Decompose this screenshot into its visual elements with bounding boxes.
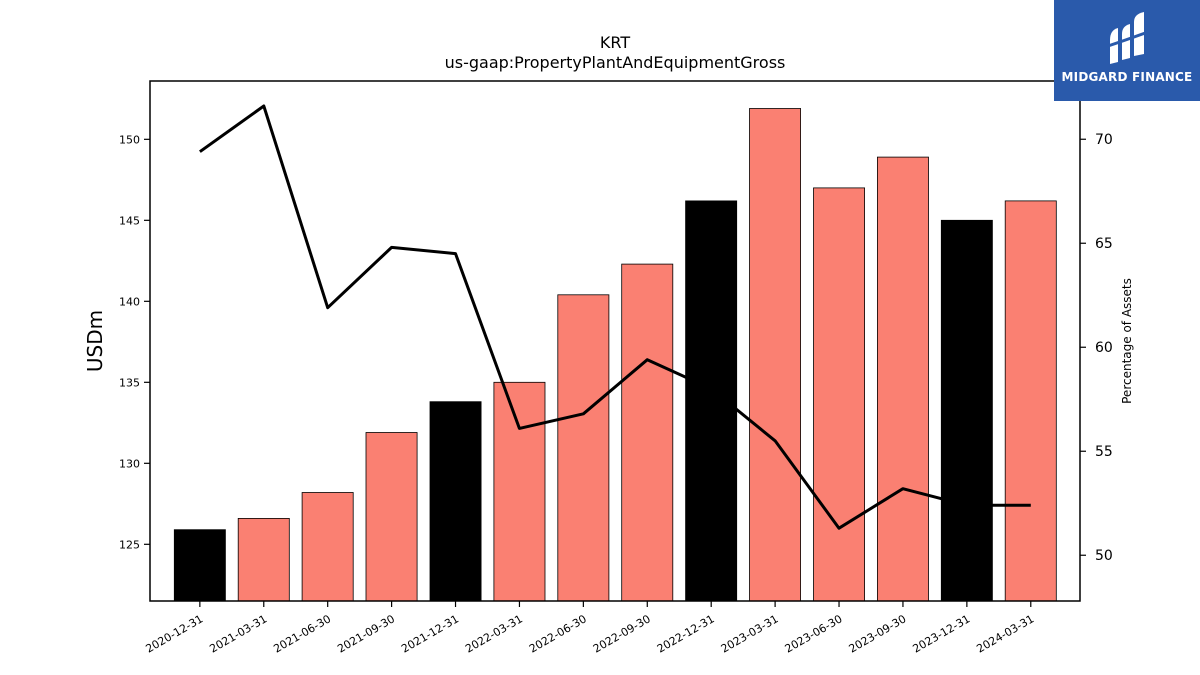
bar	[173, 529, 226, 602]
y-axis-right: 50 55 60 65 70	[1080, 132, 1113, 564]
line-series	[199, 104, 1031, 530]
y2-tick-label: 70	[1095, 132, 1113, 148]
y-tick-label: 130	[119, 457, 140, 470]
x-tick-label: 2024-03-31	[974, 612, 1036, 655]
brand-name: MIDGARD FINANCE	[1061, 70, 1193, 84]
x-tick-label: 2022-09-30	[591, 612, 653, 655]
x-tick-label: 2023-03-31	[719, 612, 781, 655]
x-tick-label: 2021-09-30	[335, 612, 397, 655]
chart-subtitle: us-gaap:PropertyPlantAndEquipmentGross	[445, 53, 786, 72]
bar	[365, 432, 418, 602]
bar	[621, 263, 674, 602]
x-tick-label: 2020-12-31	[143, 612, 205, 655]
bar	[877, 156, 929, 602]
y-axis-label: USDm	[83, 310, 107, 372]
y-tick-label: 135	[119, 376, 140, 389]
bar	[749, 108, 801, 602]
bar	[685, 200, 738, 602]
y2-tick-label: 50	[1095, 548, 1113, 564]
chart-title: KRT	[600, 33, 630, 52]
x-tick-label: 2021-12-31	[399, 612, 461, 655]
bar	[557, 294, 610, 602]
y-tick-label: 125	[119, 538, 140, 551]
y2-axis-label: Percentage of Assets	[1120, 278, 1134, 404]
y2-tick-label: 65	[1095, 236, 1113, 252]
y-tick-label: 150	[119, 133, 140, 146]
y-tick-label: 145	[119, 214, 140, 227]
bar	[493, 381, 546, 602]
x-axis: 2020-12-31 2021-03-31 2021-06-30 2021-09-30…	[143, 601, 1036, 656]
y-tick-label: 140	[119, 295, 140, 308]
bar-series	[173, 108, 1057, 602]
y2-tick-label: 60	[1095, 340, 1113, 356]
x-tick-label: 2023-09-30	[847, 612, 909, 655]
bar	[301, 492, 354, 602]
brand-logo: MIDGARD FINANCE	[1054, 0, 1200, 101]
x-tick-label: 2021-06-30	[271, 612, 333, 655]
x-tick-label: 2023-12-31	[910, 612, 972, 655]
x-tick-label: 2021-03-31	[207, 612, 269, 655]
bar	[429, 401, 482, 602]
x-tick-label: 2022-06-30	[527, 612, 589, 655]
x-tick-label: 2022-12-31	[655, 612, 717, 655]
plot-frame	[149, 80, 1081, 602]
y-axis-left: 125 130 135 140 145 150	[119, 133, 150, 551]
x-tick-label: 2023-06-30	[783, 612, 845, 655]
bar	[1004, 200, 1057, 602]
x-tick-label: 2022-03-31	[463, 612, 525, 655]
bar	[813, 187, 865, 602]
y2-tick-label: 55	[1095, 444, 1113, 460]
midgard-logo-icon	[1107, 12, 1149, 64]
bar	[237, 518, 290, 602]
bar	[940, 219, 993, 602]
line-series-path	[199, 104, 1031, 530]
